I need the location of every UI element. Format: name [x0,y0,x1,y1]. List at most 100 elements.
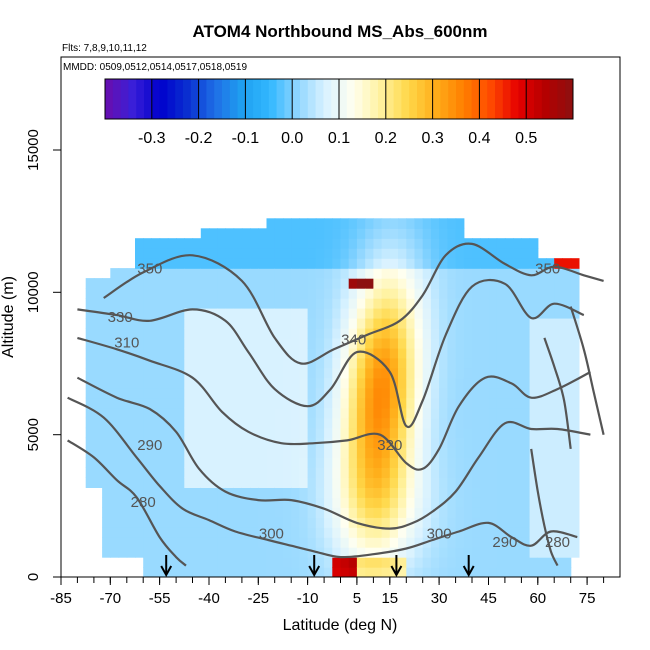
heatmap-cell [356,427,366,439]
heatmap-cell [389,557,399,568]
heatmap-cell [447,298,457,309]
heatmap-cell [398,228,407,239]
heatmap-cell [102,357,111,369]
heatmap-cell [118,497,128,508]
heatmap-cell [209,327,218,339]
heatmap-cell [430,318,440,329]
colorbar-swatch [432,79,441,119]
heatmap-cell [472,507,481,518]
heatmap-cell [389,298,399,309]
heatmap-cell [118,318,128,329]
heatmap-cell [241,377,251,389]
heatmap-cell [513,447,522,459]
heatmap-cell [200,278,210,289]
heatmap-cell [398,517,407,528]
heatmap-cell [291,557,300,568]
heatmap-cell [340,567,350,577]
heatmap-cell [258,228,268,239]
heatmap-cell [291,238,300,249]
heatmap-cell [356,447,366,459]
heatmap-cell [529,357,539,369]
heatmap-cell [521,457,531,468]
heatmap-cell [291,537,300,548]
heatmap-cell [266,557,276,568]
heatmap-cell [258,427,268,439]
heatmap-cell [455,427,465,439]
heatmap-cell [422,477,432,488]
heatmap-cell [85,447,95,459]
heatmap-cell [250,288,259,299]
heatmap-cell [537,427,547,439]
heatmap-cell [554,288,563,299]
heatmap-cell [110,537,120,548]
heatmap-cell [521,437,531,449]
heatmap-cell [513,407,522,419]
heatmap-cell [200,308,210,319]
colorbar-tick-label: -0.2 [185,130,213,147]
heatmap-cell [299,268,309,279]
x-tick-label: -55 [149,590,171,607]
heatmap-cell [406,218,416,229]
heatmap-cell [439,288,448,299]
heatmap-cell [283,357,292,369]
heatmap-cell [151,457,161,468]
heatmap-cell [233,387,243,399]
heatmap-cell [414,357,424,369]
heatmap-cell [554,557,563,568]
heatmap-cell [381,417,391,429]
heatmap-cell [529,238,539,249]
heatmap-cell [167,298,177,309]
heatmap-cell [176,288,185,299]
heatmap-cell [192,507,202,518]
heatmap-cell [332,238,342,249]
heatmap-cell [118,527,128,538]
contour-label: 280 [545,534,570,551]
heatmap-cell [258,467,268,478]
heatmap-cell [159,477,169,488]
heatmap-cell [192,467,202,478]
heatmap-cell [85,437,95,449]
heatmap-cell [496,557,506,568]
colorbar-swatch [261,79,270,119]
heatmap-cell [365,527,374,538]
heatmap-cell [398,347,407,359]
heatmap-cell [126,407,136,419]
heatmap-cell [356,507,366,518]
heatmap-cell [562,367,572,379]
heatmap-cell [365,288,374,299]
heatmap-cell [118,427,128,439]
heatmap-cell [118,327,128,339]
colorbar-swatch [479,79,488,119]
heatmap-cell [102,417,111,429]
heatmap-cell [529,308,539,319]
x-tick-label: -25 [247,590,269,607]
heatmap-cell [250,497,259,508]
heatmap-cell [332,557,342,568]
heatmap-cell [546,497,555,508]
heatmap-cell [258,397,268,409]
heatmap-cell [241,537,251,548]
heatmap-cell [554,327,563,339]
heatmap-cell [406,477,416,488]
heatmap-cell [102,457,111,468]
heatmap-cell [537,407,547,419]
heatmap-cell [546,467,555,478]
heatmap-cell [135,347,144,359]
heatmap-cell [126,308,136,319]
heatmap-cell [266,477,276,488]
heatmap-cell [455,248,465,259]
heatmap-cell [570,278,580,289]
heatmap-cell [373,278,383,289]
heatmap-cell [348,357,358,369]
heatmap-cell [537,497,547,508]
heatmap-cell [414,437,424,449]
heatmap-cell [307,557,317,568]
heatmap-cell [274,248,284,259]
heatmap-cell [266,467,276,478]
heatmap-cell [422,248,432,259]
heatmap-cell [258,517,268,528]
heatmap-cell [250,517,259,528]
heatmap-cell [365,238,374,249]
heatmap-cell [274,258,284,269]
